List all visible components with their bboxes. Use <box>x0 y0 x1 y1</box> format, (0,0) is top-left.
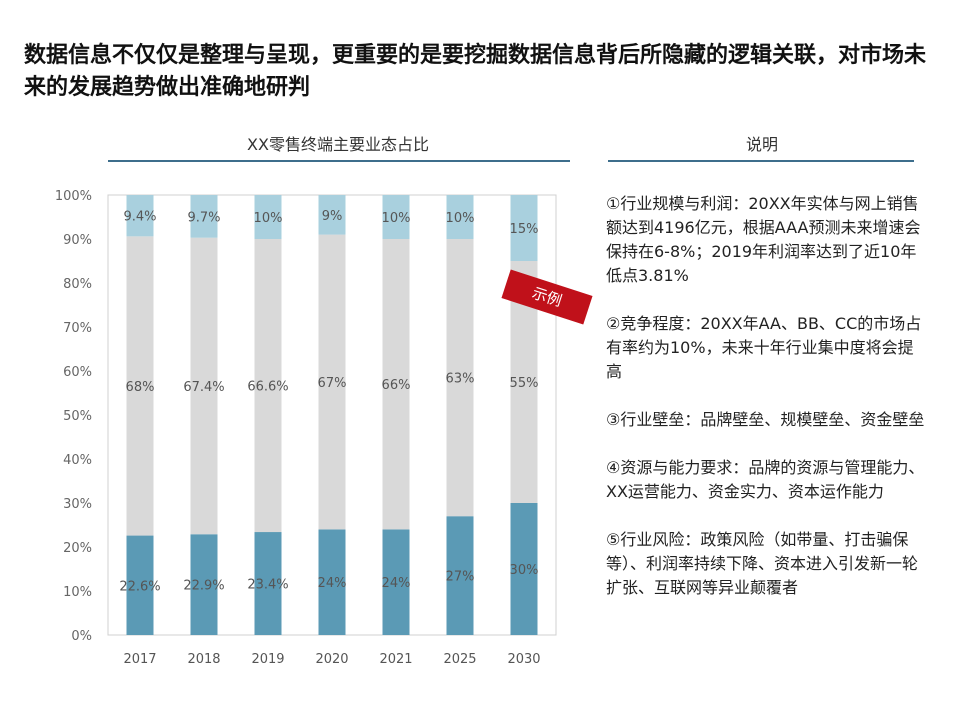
y-tick-label: 50% <box>63 409 92 424</box>
bar-segment-bottom <box>254 532 282 635</box>
data-label-middle: 67.4% <box>183 380 224 395</box>
bar-segment-top <box>446 195 474 239</box>
y-tick-label: 80% <box>63 277 92 292</box>
x-tick-label: 2017 <box>123 652 156 667</box>
y-tick-label: 90% <box>63 233 92 248</box>
bar-segment-middle <box>254 239 282 533</box>
data-label-middle: 55% <box>510 376 539 391</box>
y-tick-label: 10% <box>63 585 92 600</box>
y-tick-label: 60% <box>63 365 92 380</box>
x-tick-label: 2021 <box>379 652 412 667</box>
x-tick-label: 2019 <box>251 652 284 667</box>
bar-segment-middle <box>382 239 410 530</box>
data-label-top: 9.4% <box>123 210 156 225</box>
chart-title-underline <box>108 160 570 162</box>
data-label-middle: 63% <box>446 372 475 387</box>
data-label-bottom: 27% <box>446 570 475 585</box>
page-headline: 数据信息不仅仅是整理与呈现，更重要的是要挖掘数据信息背后所隐藏的逻辑关联，对市场… <box>24 43 927 100</box>
data-label-middle: 66.6% <box>247 380 288 395</box>
bar-segment-top <box>318 195 346 235</box>
bar-segment-top <box>254 195 282 239</box>
note-resources: ④资源与能力要求：品牌的资源与管理能力、XX运营能力、资金实力、资本运作能力 <box>606 458 925 501</box>
y-tick-label: 20% <box>63 541 92 556</box>
y-tick-label: 70% <box>63 321 92 336</box>
data-label-bottom: 22.6% <box>119 579 160 594</box>
bar-segment-top <box>382 195 410 239</box>
y-tick-label: 30% <box>63 497 92 512</box>
bar-segment-bottom <box>382 529 410 635</box>
data-label-bottom: 30% <box>510 563 539 578</box>
x-tick-label: 2030 <box>507 652 540 667</box>
data-label-bottom: 23.4% <box>247 578 288 593</box>
data-label-bottom: 22.9% <box>183 579 224 594</box>
data-label-top: 9.7% <box>187 210 220 225</box>
x-tick-label: 2025 <box>443 652 476 667</box>
bar-segment-top <box>510 195 538 261</box>
data-label-top: 10% <box>446 211 475 226</box>
notes-title: 说明 <box>745 135 778 154</box>
data-label-top: 9% <box>322 209 343 224</box>
bar-segment-bottom <box>318 529 346 635</box>
bar-segment-middle <box>318 234 346 530</box>
notes-title-underline <box>608 160 914 162</box>
data-label-middle: 67% <box>318 376 347 391</box>
note-industry-scale: ①行业规模与利润：20XX年实体与网上销售额达到4196亿元，根据AAA预测未来… <box>606 194 921 285</box>
data-label-top: 10% <box>382 211 411 226</box>
bar-segment-middle <box>446 239 474 517</box>
bar-segment-bottom <box>190 534 218 635</box>
data-label-middle: 66% <box>382 378 411 393</box>
stacked-bar-chart: 0% 10% 20% 30% 40% 50% 60% 70% 80% 90% 100% 2017 201… <box>55 189 557 667</box>
note-competition: ②竞争程度：20XX年AA、BB、CC的市场占有率约为10%，未来十年行业集中度… <box>606 314 922 381</box>
bar-segment-bottom <box>126 535 154 635</box>
data-label-top: 10% <box>254 211 283 226</box>
chart-title: XX零售终端主要业态占比 <box>247 135 429 154</box>
note-barriers: ③行业壁垒：品牌壁垒、规模壁垒、资金壁垒 <box>606 410 925 429</box>
y-tick-label: 0% <box>71 629 92 644</box>
notes-panel: ①行业规模与利润：20XX年实体与网上销售额达到4196亿元，根据AAA预测未来… <box>606 192 928 624</box>
data-label-middle: 68% <box>126 380 155 395</box>
data-label-top: 15% <box>510 222 539 237</box>
bar-segment-middle <box>126 236 154 536</box>
data-label-bottom: 24% <box>318 576 347 591</box>
y-tick-label: 40% <box>63 453 92 468</box>
bar-segment-top <box>190 195 218 238</box>
bar-segment-top <box>126 195 154 237</box>
x-tick-label: 2020 <box>315 652 348 667</box>
bar-segment-bottom <box>446 516 474 635</box>
x-tick-label: 2018 <box>187 652 220 667</box>
note-risks: ⑤行业风险：政策风险（如带量、打击骗保等）、利润率持续下降、资本进入引发新一轮扩… <box>606 530 919 597</box>
y-tick-label: 100% <box>55 189 92 204</box>
data-label-bottom: 24% <box>382 576 411 591</box>
bar-segment-bottom <box>510 503 538 635</box>
bar-segment-middle <box>190 237 218 535</box>
